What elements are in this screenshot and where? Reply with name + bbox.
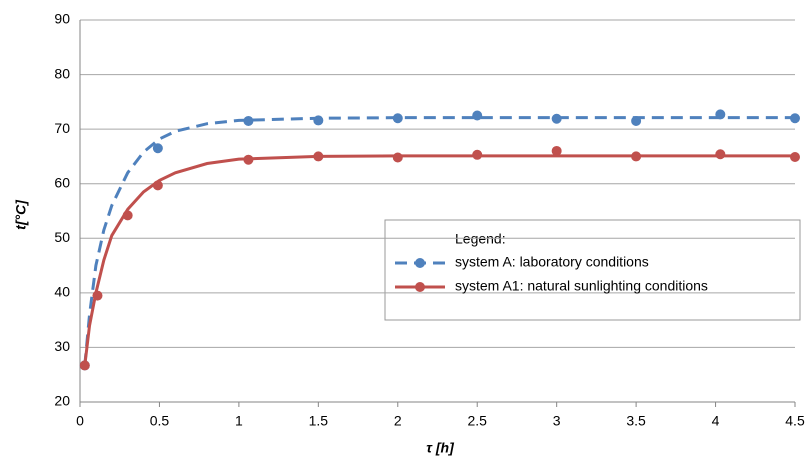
data-point xyxy=(313,115,324,126)
data-point xyxy=(631,151,642,162)
x-tick-label: 3 xyxy=(553,413,561,429)
legend-box xyxy=(384,219,801,321)
y-tick-label: 80 xyxy=(54,65,70,81)
y-tick-label: 20 xyxy=(54,393,70,409)
data-point xyxy=(152,143,163,154)
data-point xyxy=(631,115,642,126)
x-tick-label: 2 xyxy=(394,413,402,429)
data-point xyxy=(551,113,562,124)
data-point xyxy=(715,149,726,160)
data-point xyxy=(551,145,562,156)
data-point xyxy=(79,360,90,371)
data-point xyxy=(472,110,483,121)
legend-label: system A: laboratory conditions xyxy=(455,254,649,270)
y-tick-label: 50 xyxy=(54,229,70,245)
data-point xyxy=(122,210,133,221)
x-tick-label: 1 xyxy=(235,413,243,429)
data-point xyxy=(790,151,800,162)
data-point xyxy=(92,290,103,301)
x-tick-label: 1.5 xyxy=(309,413,329,429)
data-point xyxy=(790,113,800,124)
y-tick-label: 40 xyxy=(54,284,70,300)
data-point xyxy=(243,115,254,126)
y-axis-label: t[°C] xyxy=(13,199,29,230)
y-tick-label: 70 xyxy=(54,120,70,136)
x-tick-label: 4.5 xyxy=(785,413,805,429)
x-tick-label: 2.5 xyxy=(467,413,487,429)
x-tick-label: 0 xyxy=(76,413,84,429)
y-tick-label: 30 xyxy=(54,338,70,354)
fit-line xyxy=(83,116,795,366)
legend-marker xyxy=(415,258,425,268)
y-tick-label: 60 xyxy=(54,174,70,190)
x-tick-label: 4 xyxy=(712,413,720,429)
data-point xyxy=(472,149,483,160)
data-point xyxy=(392,152,403,163)
x-axis-label: τ [h] xyxy=(426,440,455,456)
data-point xyxy=(243,154,254,165)
data-point xyxy=(152,180,163,191)
y-tick-label: 90 xyxy=(54,11,70,27)
data-point xyxy=(392,113,403,124)
legend-marker xyxy=(415,282,425,292)
x-tick-label: 3.5 xyxy=(626,413,646,429)
data-point xyxy=(715,109,726,120)
legend-label: system A1: natural sunlighting condition… xyxy=(455,278,708,294)
data-point xyxy=(313,151,324,162)
x-tick-label: 0.5 xyxy=(150,413,170,429)
